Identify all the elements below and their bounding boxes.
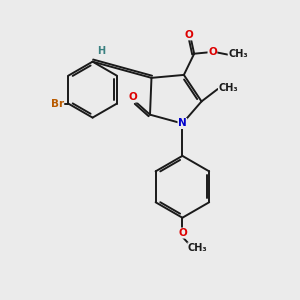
Text: H: H: [98, 46, 106, 56]
Text: CH₃: CH₃: [218, 82, 238, 93]
Text: O: O: [208, 47, 217, 57]
Text: CH₃: CH₃: [228, 49, 248, 59]
Text: CH₃: CH₃: [188, 243, 208, 253]
Text: Br: Br: [51, 99, 64, 109]
Text: O: O: [178, 228, 187, 238]
Text: O: O: [129, 92, 138, 102]
Text: O: O: [185, 30, 194, 40]
Text: N: N: [178, 118, 187, 128]
